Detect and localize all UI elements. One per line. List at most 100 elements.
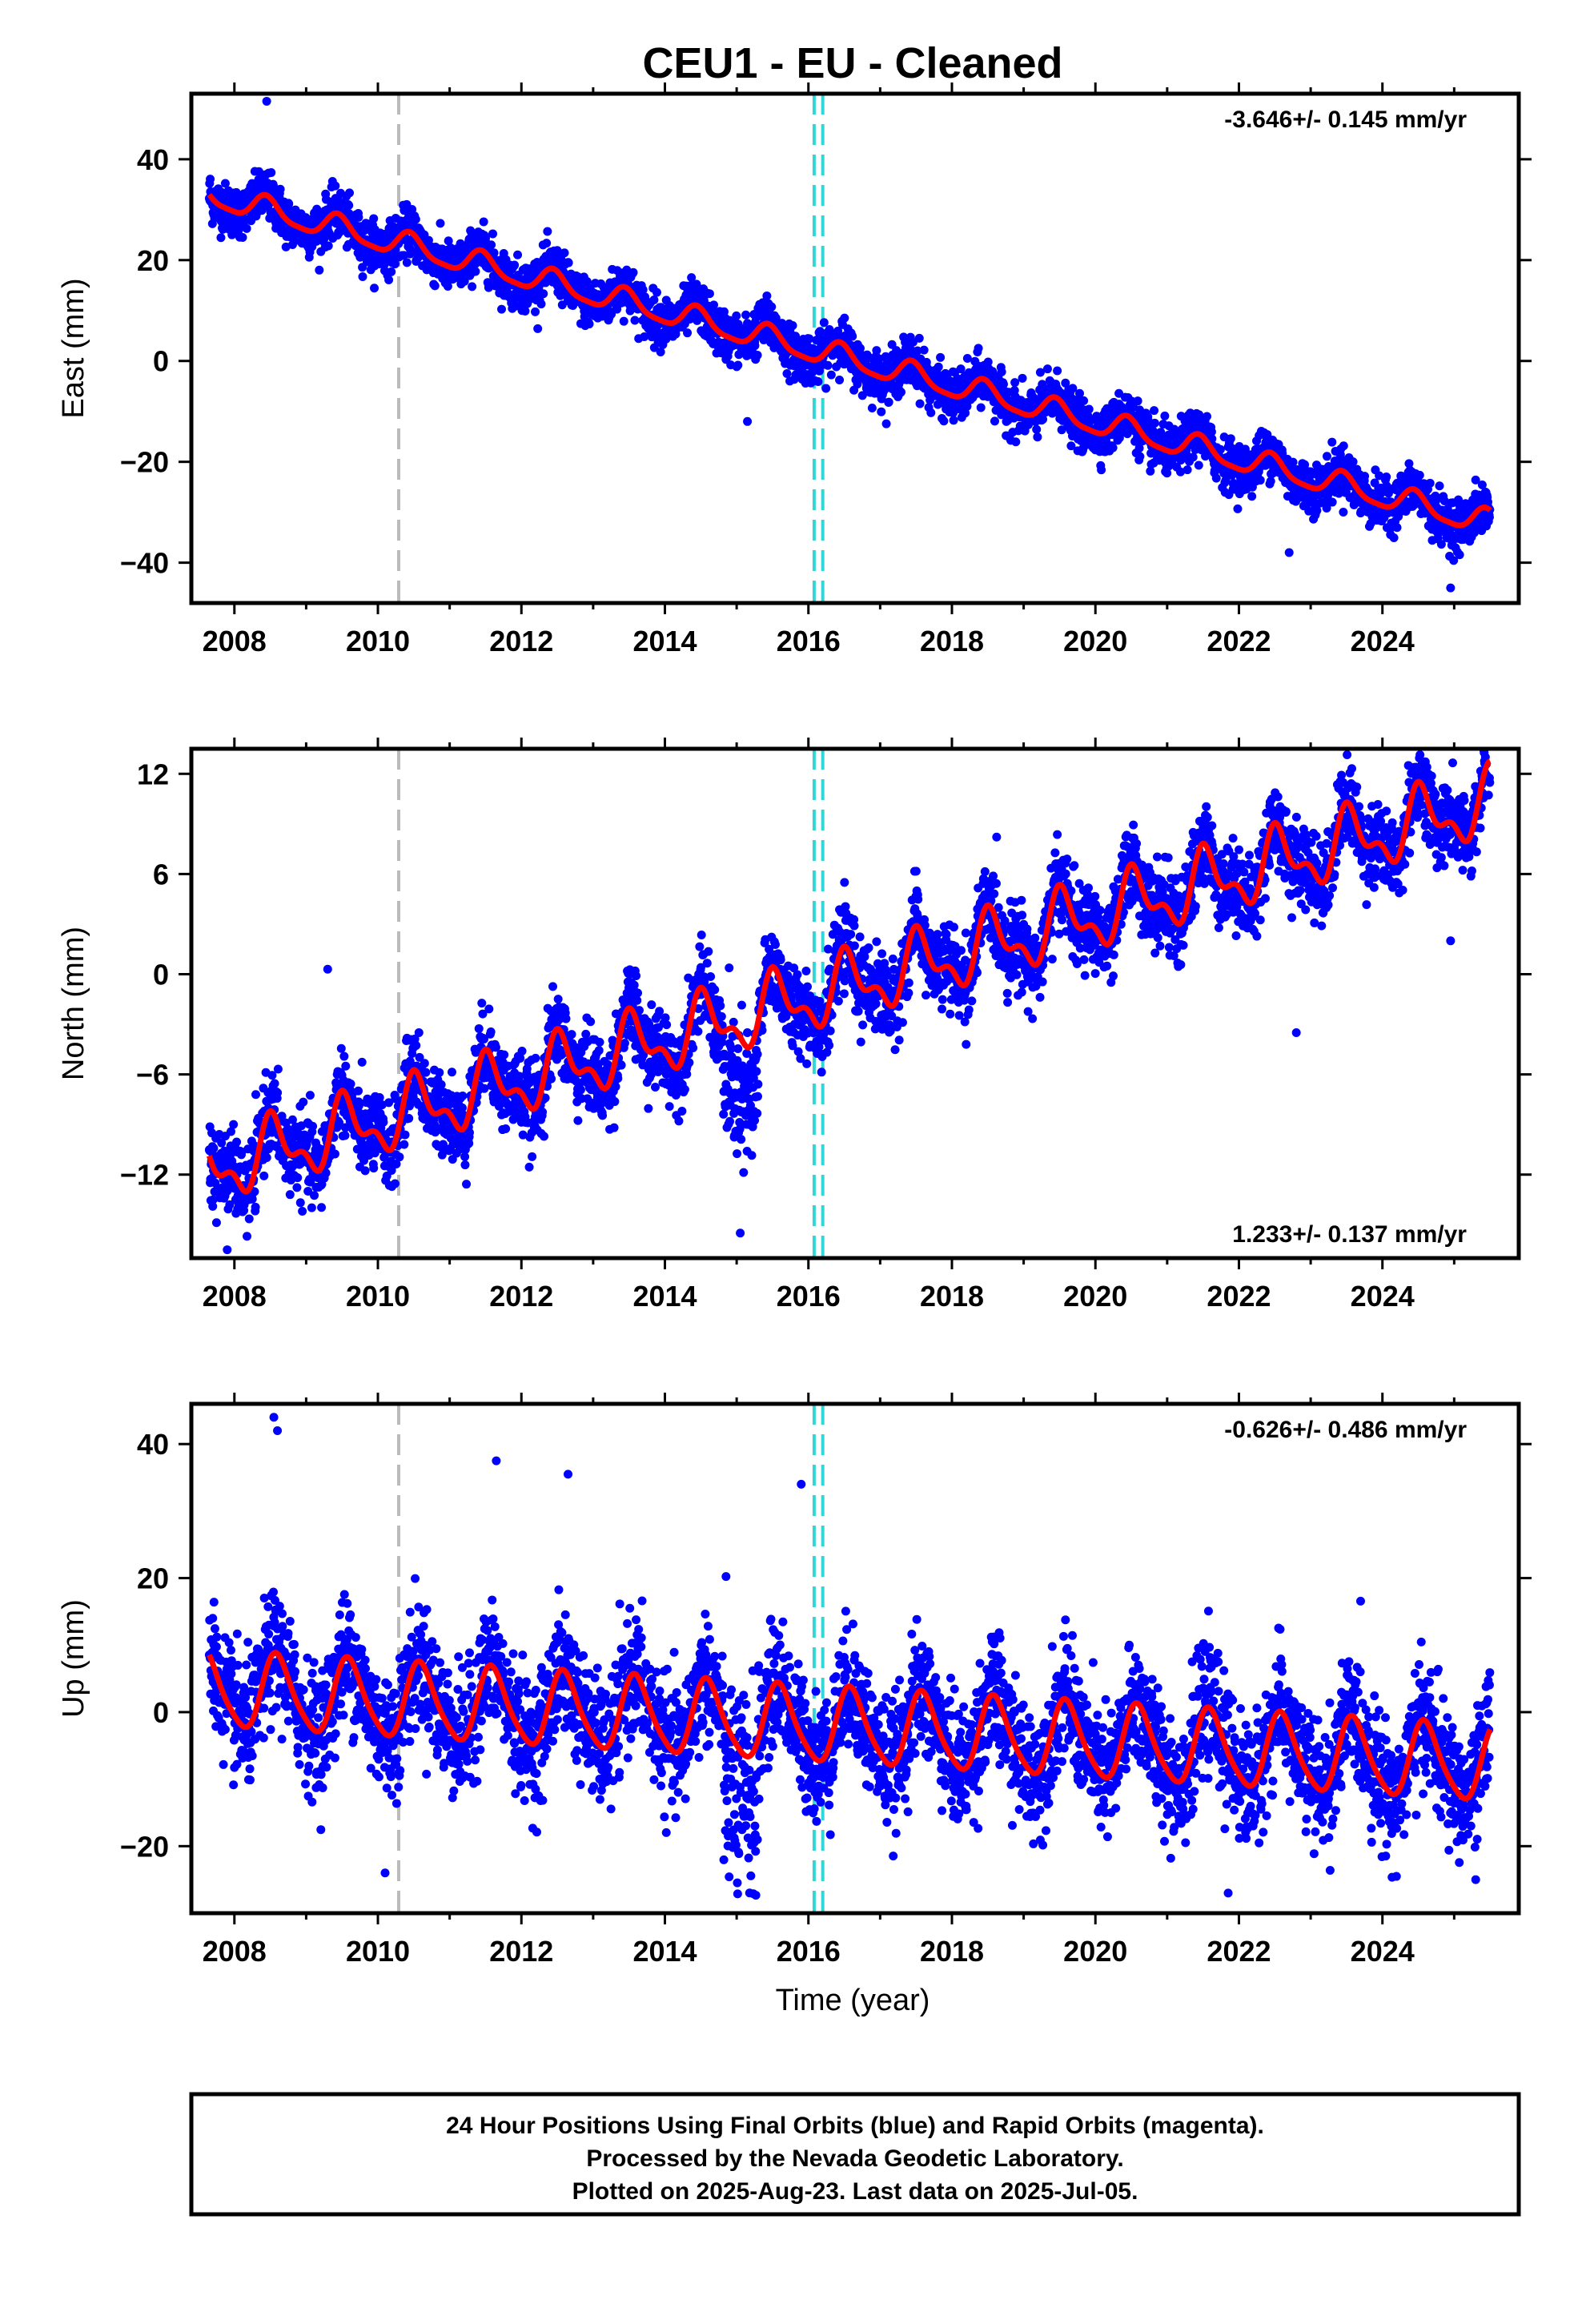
x-tick-label: 2016 <box>777 625 841 657</box>
data-point <box>217 1138 227 1148</box>
data-point <box>206 175 215 184</box>
data-point <box>415 1052 424 1062</box>
data-point <box>1011 437 1021 447</box>
data-point <box>462 1180 472 1189</box>
data-point <box>1327 437 1337 447</box>
data-point <box>421 1068 431 1077</box>
data-point <box>961 408 970 418</box>
data-point <box>345 188 355 198</box>
data-point <box>384 1098 394 1108</box>
data-point <box>815 327 825 336</box>
data-point <box>656 348 665 357</box>
data-point <box>1188 452 1198 462</box>
data-point <box>270 1079 279 1088</box>
data-point <box>458 1091 468 1100</box>
data-point <box>1146 466 1155 476</box>
data-point <box>460 1152 470 1161</box>
data-point <box>584 320 594 329</box>
data-point <box>424 235 433 245</box>
data-point <box>360 1166 370 1176</box>
data-point <box>872 346 881 356</box>
data-point <box>1300 460 1310 469</box>
data-point <box>733 360 743 370</box>
x-tick-label: 2018 <box>920 625 984 657</box>
data-point <box>457 1103 467 1112</box>
data-point <box>1247 492 1257 501</box>
data-point <box>1471 475 1480 485</box>
data-point <box>267 167 276 177</box>
data-point <box>1226 434 1235 444</box>
data-point <box>1439 496 1449 505</box>
data-point <box>926 408 936 417</box>
figure-title: CEU1 - EU - Cleaned <box>642 39 1062 87</box>
data-point <box>913 346 922 356</box>
data-point <box>208 1201 218 1211</box>
data-point <box>273 1064 283 1074</box>
data-point <box>1339 508 1348 517</box>
data-point <box>560 248 569 258</box>
data-point <box>881 419 891 428</box>
data-point <box>998 380 1008 389</box>
panel-east: 2008 2010 2012 2014 2016 2018 2020 2022 2024−40−… <box>57 82 1532 657</box>
data-point <box>1360 472 1370 481</box>
data-point <box>410 1034 420 1043</box>
data-point <box>1108 443 1118 452</box>
data-point <box>628 267 638 277</box>
data-point <box>1053 366 1062 376</box>
data-point <box>640 332 649 342</box>
data-point <box>323 241 333 251</box>
outlier-point <box>1284 548 1294 557</box>
data-point <box>520 306 530 316</box>
data-point <box>405 249 415 259</box>
data-point <box>867 404 877 413</box>
data-point <box>539 289 548 299</box>
data-point <box>299 1097 308 1107</box>
data-point <box>884 397 893 407</box>
data-point <box>336 1043 346 1053</box>
data-point <box>1010 378 1020 388</box>
data-point <box>936 352 946 362</box>
data-point <box>821 384 831 393</box>
data-point <box>1038 415 1048 424</box>
data-point <box>1436 540 1446 549</box>
data-point <box>460 276 469 286</box>
data-point <box>1032 424 1042 434</box>
data-point <box>1382 472 1391 481</box>
y-tick-label: 40 <box>137 143 169 176</box>
data-point <box>295 1198 305 1208</box>
data-point <box>247 1194 257 1204</box>
data-point <box>709 300 719 310</box>
data-point <box>211 1218 221 1228</box>
data-point <box>652 287 661 297</box>
data-point <box>1061 378 1070 388</box>
data-point <box>1389 533 1399 543</box>
data-point <box>1211 473 1221 483</box>
data-point <box>447 1068 456 1077</box>
data-point <box>251 1202 260 1212</box>
y-tick-label: 20 <box>137 244 169 277</box>
data-point <box>1068 384 1078 393</box>
data-point <box>208 1195 218 1204</box>
data-point <box>939 416 949 426</box>
data-point <box>358 271 367 281</box>
data-point <box>387 267 396 276</box>
data-point <box>1162 468 1172 478</box>
data-point <box>1134 444 1144 453</box>
data-point <box>914 333 924 343</box>
data-point <box>1194 460 1203 470</box>
outlier-point <box>1446 583 1456 593</box>
east-model-fit-line <box>207 191 1492 529</box>
data-point <box>273 1088 283 1098</box>
data-point <box>254 167 263 176</box>
x-tick-label: 2024 <box>1351 625 1415 657</box>
data-point <box>259 1171 269 1180</box>
east-y-axis-label: East (mm) <box>57 278 90 418</box>
data-point <box>460 1160 470 1170</box>
data-point <box>391 1159 401 1168</box>
data-point <box>974 344 983 353</box>
data-point <box>513 250 523 259</box>
data-point <box>250 1187 259 1196</box>
data-point <box>435 1068 444 1077</box>
data-point <box>1415 470 1424 480</box>
data-point <box>497 304 507 314</box>
